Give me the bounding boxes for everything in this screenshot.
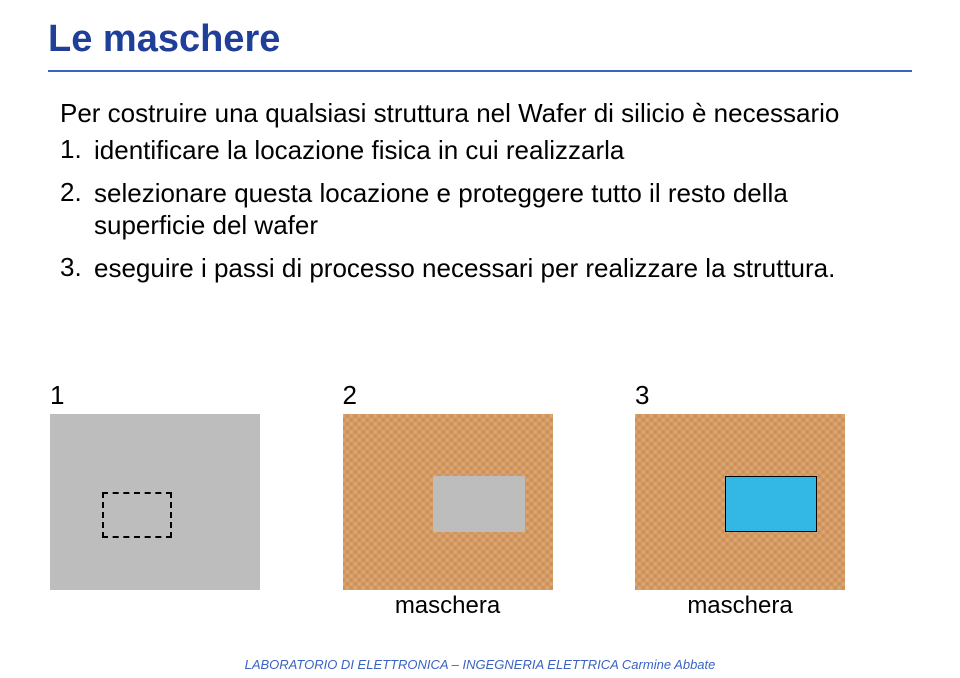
processed-region	[725, 476, 817, 532]
ordered-list: 1. identificare la locazione fisica in c…	[60, 134, 900, 294]
horizontal-rule	[48, 70, 912, 72]
figure-2: 2 maschera	[343, 380, 618, 640]
figure-box	[343, 414, 553, 590]
figure-caption: maschera	[343, 592, 553, 620]
dashed-location	[102, 492, 172, 538]
figure-caption: maschera	[635, 592, 845, 620]
figure-box	[50, 414, 260, 590]
list-item: 2. selezionare questa locazione e proteg…	[60, 177, 900, 242]
mask-hole	[433, 476, 525, 532]
figure-number: 3	[635, 380, 649, 410]
page-title: Le maschere	[48, 18, 280, 61]
list-item-text: identificare la locazione fisica in cui …	[94, 134, 900, 167]
footer-text: LABORATORIO DI ELETTRONICA – INGEGNERIA …	[0, 657, 960, 672]
list-item-text: eseguire i passi di processo necessari p…	[94, 252, 900, 285]
figure-1: 1	[50, 380, 325, 640]
list-item: 1. identificare la locazione fisica in c…	[60, 134, 900, 167]
list-item-number: 1.	[60, 134, 94, 167]
list-item: 3. eseguire i passi di processo necessar…	[60, 252, 900, 285]
slide: Le maschere Per costruire una qualsiasi …	[0, 0, 960, 678]
figure-3: 3 maschera	[635, 380, 910, 640]
figure-number: 2	[343, 380, 357, 410]
list-item-number: 3.	[60, 252, 94, 285]
figure-number: 1	[50, 380, 64, 410]
list-item-number: 2.	[60, 177, 94, 242]
intro-text: Per costruire una qualsiasi struttura ne…	[60, 98, 900, 129]
list-item-text: selezionare questa locazione e protegger…	[94, 177, 900, 242]
figures-row: 1 2 maschera 3 maschera	[50, 380, 910, 640]
figure-box	[635, 414, 845, 590]
